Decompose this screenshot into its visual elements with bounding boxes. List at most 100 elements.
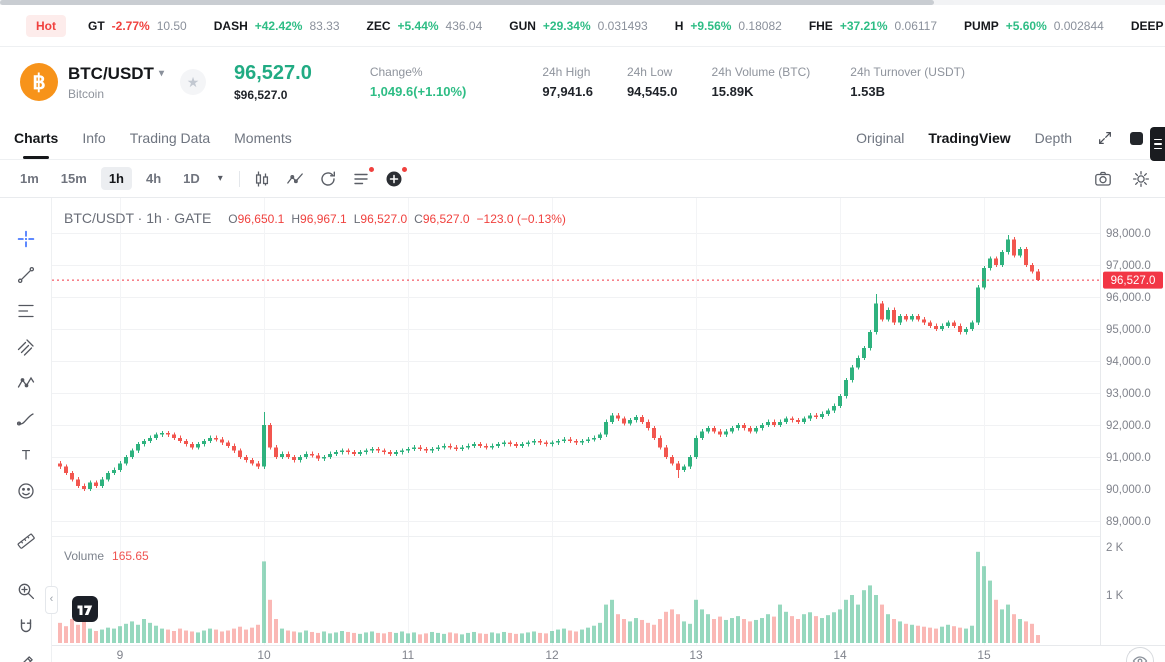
fullscreen-button[interactable]: [1096, 129, 1114, 147]
stat-label: 24h High: [542, 65, 591, 79]
tab-info[interactable]: Info: [82, 130, 106, 146]
ticker-item[interactable]: GT -2.77% 10.50: [88, 19, 187, 33]
tab-trading-data[interactable]: Trading Data: [129, 130, 211, 146]
emoji-tool-button[interactable]: [12, 477, 40, 505]
pair-header: ฿ BTC/USDT ▾ Bitcoin ★ 96,527.0 $96,527.…: [0, 47, 1165, 117]
snapshot-button[interactable]: [1093, 169, 1113, 189]
scrollbar-track: [0, 0, 1165, 5]
svg-text:1 K: 1 K: [1106, 590, 1124, 602]
timeframe-dropdown[interactable]: ▾: [217, 173, 223, 184]
pair-selector[interactable]: ฿ BTC/USDT ▾ Bitcoin: [20, 63, 164, 101]
low-label: L: [353, 212, 361, 226]
fib-retracement-tool-button[interactable]: [12, 297, 40, 325]
templates-button[interactable]: [351, 166, 374, 189]
ticker-change: +5.60%: [1005, 18, 1047, 33]
btc-logo-icon: ฿: [20, 63, 58, 101]
volume-legend[interactable]: Volume 165.65: [64, 549, 149, 563]
candlestick-chart[interactable]: 96,527.0 98,000.0 97,000.0 96,000.0 95,000.0…: [52, 198, 1165, 662]
gear-icon: [1132, 170, 1150, 187]
ticker-item[interactable]: FHE +37.21% 0.06117: [809, 19, 937, 33]
ruler-tool-button[interactable]: [12, 527, 40, 555]
chart-view-switch: Original TradingView Depth: [856, 129, 1143, 147]
horizontal-scrollbar[interactable]: [0, 0, 934, 5]
refresh-button[interactable]: [318, 169, 338, 189]
ruler-tool-icon: [17, 533, 35, 549]
edge-menu-button[interactable]: [1150, 127, 1165, 161]
ticker-item[interactable]: DASH +42.42% 83.33: [214, 19, 340, 33]
text-tool-button[interactable]: T: [12, 441, 40, 469]
ticker-item[interactable]: DEEP+8.59%0.05635: [1131, 19, 1165, 33]
ticker-item[interactable]: PUMP +5.60% 0.002844: [964, 19, 1104, 33]
brush-tool-button[interactable]: [12, 405, 40, 433]
ticker-change: +29.34%: [542, 18, 591, 33]
star-icon: ★: [186, 74, 200, 90]
view-depth[interactable]: Depth: [1034, 130, 1072, 146]
volume-stat: 24h Volume (BTC) 15.89K: [712, 65, 811, 99]
toolbar-right: [1075, 169, 1151, 189]
volume-value: 165.65: [112, 549, 149, 563]
pitchfork-tool-button[interactable]: [12, 333, 40, 361]
eye-icon: [1132, 656, 1148, 662]
magnet-tool-icon: [20, 619, 31, 633]
timeframe-1d[interactable]: 1D: [183, 171, 200, 186]
timeframe-1m[interactable]: 1m: [20, 171, 39, 186]
magnet-tool-button[interactable]: [12, 613, 40, 641]
sidebar-collapse-handle[interactable]: ‹: [45, 586, 58, 614]
hot-badge: Hot: [26, 14, 66, 37]
timeframe-1h[interactable]: 1h: [100, 167, 132, 190]
ohlc-legend[interactable]: BTC/USDT · 1h · GATE O96,650.1 H96,967.1 L9…: [64, 210, 566, 226]
candle-style-button[interactable]: [252, 169, 272, 189]
pitchfork-tool-icon: [17, 339, 34, 356]
open-label: O: [228, 212, 238, 226]
svg-text:90,000.0: 90,000.0: [1106, 484, 1151, 496]
ticker-change: +42.42%: [254, 18, 303, 33]
svg-text:96,000.0: 96,000.0: [1106, 292, 1151, 304]
chart-area: 96,527.0 98,000.0 97,000.0 96,000.0 95,000.0…: [52, 198, 1165, 662]
fullscreen-icon: [1099, 132, 1111, 144]
tab-charts[interactable]: Charts: [14, 117, 58, 159]
stat-label: 24h Volume (BTC): [711, 65, 811, 79]
indicators-button[interactable]: [285, 169, 305, 189]
usd-price: $96,527.0: [233, 88, 288, 102]
svg-text:T: T: [21, 447, 30, 463]
tab-moments[interactable]: Moments: [234, 130, 292, 146]
time-axis[interactable]: 910111213141518:0: [52, 645, 1165, 662]
tradingview-logo[interactable]: [72, 596, 98, 622]
panel-toggle-icon[interactable]: [1130, 131, 1143, 145]
hot-ticker-bar: Hot GT -2.77% 10.50 DASH +42.42% 83.33 ZEC +5.4…: [0, 5, 1165, 47]
favorite-button[interactable]: ★: [179, 69, 206, 95]
view-original[interactable]: Original: [856, 130, 905, 146]
timeframe-15m[interactable]: 15m: [60, 171, 87, 186]
stat-label: 24h Low: [626, 65, 673, 79]
current-price-marker: 96,527.0: [52, 271, 1163, 289]
add-indicator-button[interactable]: [384, 166, 407, 189]
change-stat: Change% 1,049.6(+1.10%): [370, 65, 466, 99]
ticker-item[interactable]: GUN +29.34% 0.031493: [509, 19, 647, 33]
stat-value: 97,941.6: [542, 84, 593, 99]
ticker-symbol: GT: [88, 18, 105, 33]
chart-settings-button[interactable]: [1131, 169, 1151, 189]
high-value: 96,967.1: [300, 212, 347, 226]
draw-tool-icon: [22, 656, 33, 662]
trendline-tool-icon: [17, 266, 34, 284]
price-block: 96,527.0 $96,527.0: [234, 62, 312, 102]
ticker-item[interactable]: ZEC +5.44% 436.04: [367, 19, 483, 33]
view-tradingview[interactable]: TradingView: [928, 130, 1011, 146]
svg-text:93,000.0: 93,000.0: [1106, 388, 1151, 400]
volume-bars: [58, 551, 1040, 643]
low-value: 96,527.0: [360, 212, 408, 226]
timeframe-4h[interactable]: 4h: [146, 171, 162, 186]
price-axis[interactable]: 98,000.0 97,000.0 96,000.0 95,000.0 94,000.0…: [1100, 198, 1151, 645]
crosshair-tool-button[interactable]: [12, 225, 40, 253]
zoom-tool-button[interactable]: [12, 577, 40, 605]
stat-label: 24h Turnover (USDT): [850, 65, 965, 79]
grid-lines: [52, 198, 1100, 645]
stat-value: 1.53B: [850, 84, 885, 99]
svg-text:13: 13: [689, 648, 703, 662]
low-stat: 24h Low 94,545.0: [627, 65, 678, 99]
draw-tool-button[interactable]: [12, 649, 40, 662]
pattern-tool-button[interactable]: [12, 369, 40, 397]
ticker-item[interactable]: H +9.56% 0.18082: [675, 19, 782, 33]
trendline-tool-button[interactable]: [12, 261, 40, 289]
